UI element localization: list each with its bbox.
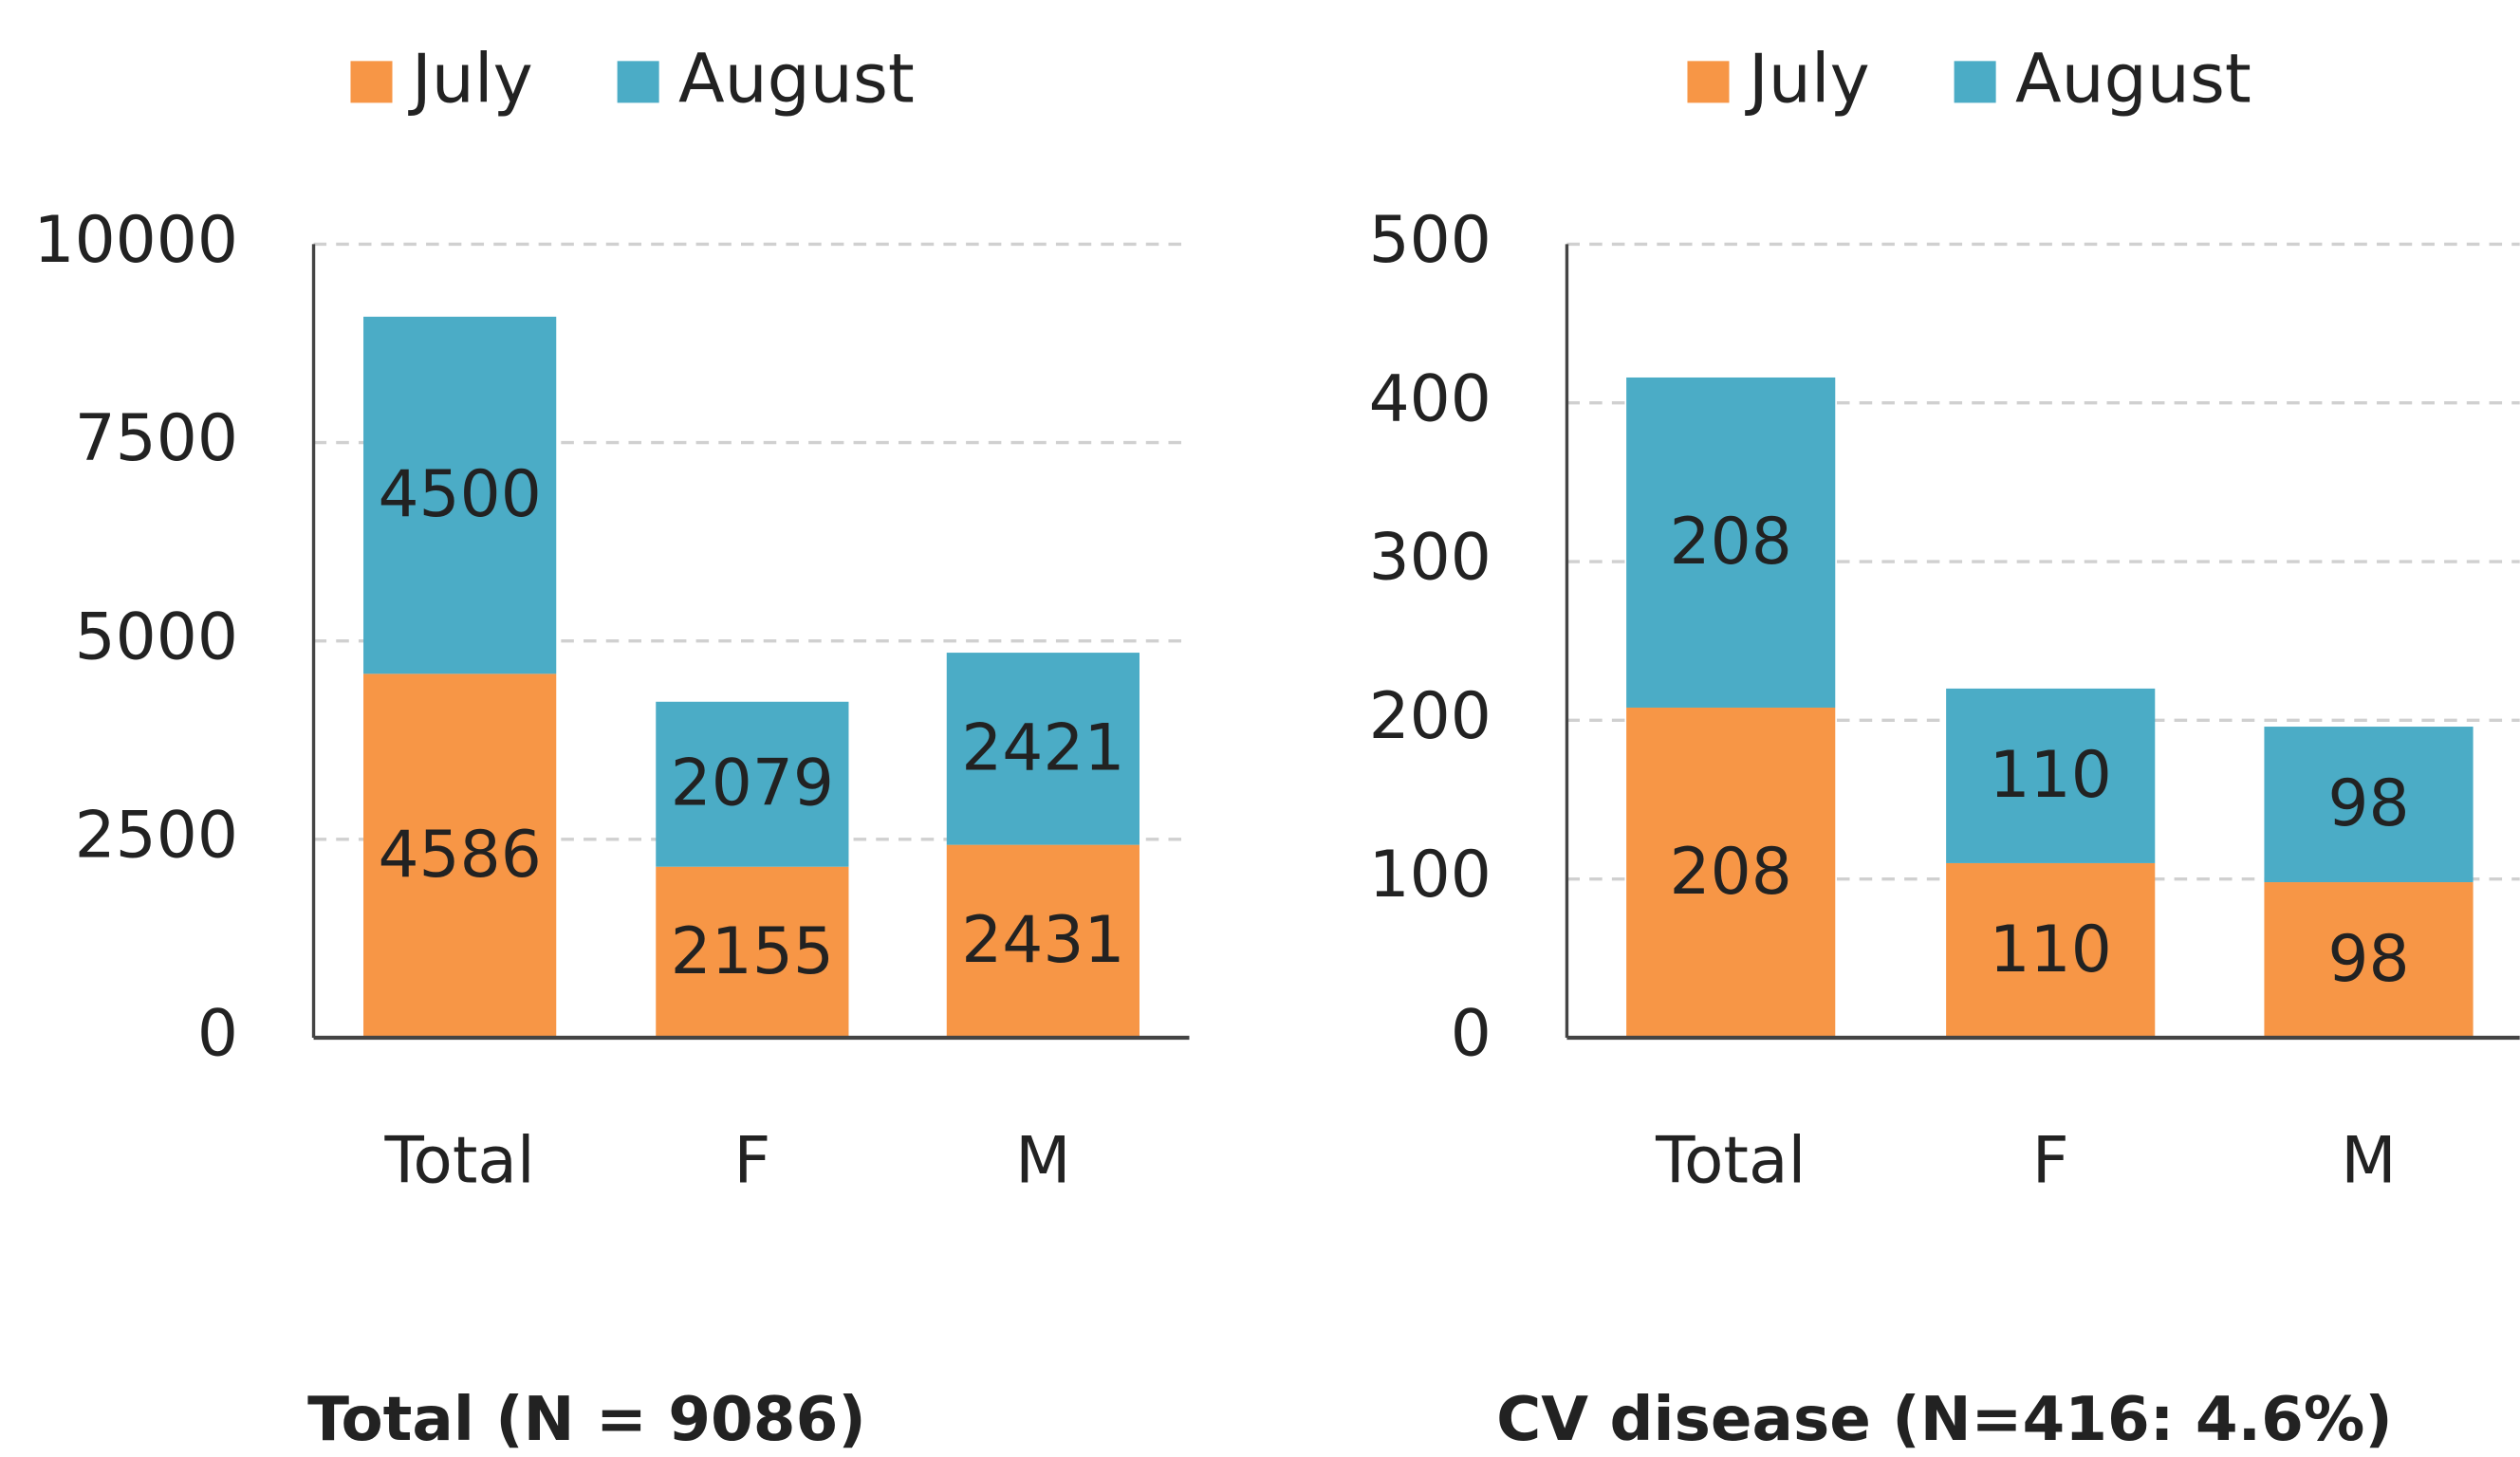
- legend-swatch: [350, 61, 393, 103]
- bar-segment: [363, 673, 557, 1038]
- data-label: 4500: [378, 456, 541, 531]
- bar-segment: [946, 653, 1140, 845]
- legend-label: August: [2015, 40, 2251, 119]
- y-tick-label: 500: [1369, 202, 1492, 277]
- y-tick-label: 400: [1369, 360, 1492, 435]
- x-tick-label: F: [733, 1122, 770, 1197]
- bar-segment: [1626, 377, 1836, 708]
- bar-segment: [1946, 688, 2156, 863]
- data-label: 2421: [961, 710, 1124, 784]
- y-tick-label: 100: [1369, 837, 1492, 912]
- bar-segment: [656, 701, 849, 867]
- data-label: 208: [1670, 834, 1792, 909]
- x-tick-label: F: [2032, 1122, 2069, 1197]
- data-label: 110: [1990, 912, 2112, 987]
- x-tick-label: Total: [1655, 1122, 1806, 1197]
- y-tick-label: 200: [1369, 678, 1492, 753]
- legend-swatch: [1687, 61, 1730, 103]
- data-label: 2079: [671, 746, 834, 821]
- legend-label: July: [408, 40, 533, 119]
- chart-title: CV disease (N=416: 4.6%): [1496, 1384, 2393, 1455]
- bar-segment: [946, 844, 1140, 1038]
- bar-segment: [363, 316, 557, 674]
- data-label: 98: [2327, 765, 2409, 840]
- chart-title: Total (N = 9086): [307, 1384, 866, 1455]
- data-label: 4586: [378, 817, 541, 892]
- legend-swatch: [1954, 61, 1996, 103]
- x-tick-label: Total: [384, 1122, 535, 1197]
- y-tick-label: 0: [1451, 996, 1492, 1071]
- legend-swatch: [617, 61, 659, 103]
- y-tick-label: 10000: [33, 202, 237, 277]
- y-tick-label: 300: [1369, 520, 1492, 595]
- legend-label: August: [678, 40, 915, 119]
- data-label: 98: [2327, 921, 2409, 996]
- data-label: 2155: [671, 913, 834, 988]
- x-tick-label: M: [2341, 1122, 2396, 1197]
- legend-label: July: [1745, 40, 1870, 119]
- y-tick-label: 0: [197, 996, 238, 1071]
- x-tick-label: M: [1015, 1122, 1070, 1197]
- data-label: 2431: [961, 902, 1124, 977]
- data-label: 110: [1990, 737, 2112, 812]
- bar-segment: [1626, 707, 1836, 1038]
- y-tick-label: 2500: [75, 797, 238, 872]
- bar-segment: [656, 866, 849, 1038]
- bar-segment: [2264, 727, 2474, 883]
- data-label: 208: [1670, 504, 1792, 579]
- y-tick-label: 5000: [75, 599, 238, 673]
- y-tick-label: 7500: [75, 400, 238, 475]
- bar-segment: [1946, 862, 2156, 1038]
- bar-segment: [2264, 882, 2474, 1038]
